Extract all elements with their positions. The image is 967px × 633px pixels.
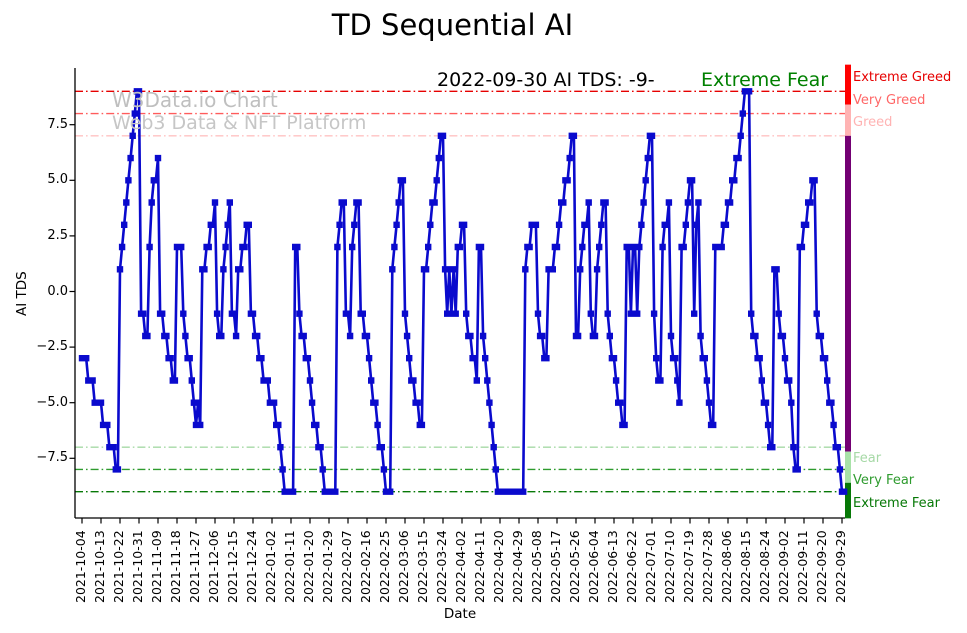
x-tick-label: 2022-07-28 [700, 530, 715, 603]
x-tick-label: 2022-09-29 [833, 530, 848, 603]
x-tick-label: 2022-09-02 [776, 530, 791, 603]
x-tick-label: 2022-01-11 [282, 530, 297, 603]
y-tick-label: −7.5 [36, 450, 68, 466]
y-tick-label: −5.0 [36, 394, 68, 410]
x-tick-label: 2021-12-15 [225, 530, 240, 603]
x-tick-label: 2022-06-13 [605, 530, 620, 603]
x-tick-label: 2022-03-15 [415, 530, 430, 603]
x-tick-label: 2021-10-13 [92, 530, 107, 603]
x-tick-label: 2022-01-20 [301, 530, 316, 603]
x-tick-label: 2022-04-29 [510, 530, 525, 603]
x-tick-label: 2022-09-11 [795, 530, 810, 603]
x-tick-label: 2022-07-19 [681, 530, 696, 603]
x-tick-label: 2021-12-06 [206, 530, 221, 603]
ai-tds-markers [78, 88, 848, 495]
x-tick-label: 2022-01-29 [320, 530, 335, 603]
threshold-label-fear: Fear [853, 451, 882, 467]
x-tick-label: 2022-09-20 [814, 530, 829, 603]
x-tick-label: 2021-10-31 [130, 530, 145, 603]
x-tick-label: 2022-06-22 [624, 530, 639, 603]
x-tick-label: 2022-03-06 [396, 530, 411, 603]
x-tick-label: 2022-04-11 [472, 530, 487, 603]
y-tick-label: 5.0 [47, 172, 68, 188]
y-tick-label: 2.5 [47, 227, 68, 243]
annotation-latest-value: 2022-09-30 AI TDS: -9- [437, 69, 655, 91]
x-tick-label: 2022-01-02 [263, 530, 278, 603]
x-tick-label: 2022-04-20 [491, 530, 506, 603]
threshold-label-extreme-greed: Extreme Greed [853, 70, 952, 86]
watermark-line2: Web3 Data & NFT Platform [112, 112, 367, 134]
y-tick-label: 0.0 [47, 283, 68, 299]
x-axis-label: Date [443, 606, 477, 622]
threshold-label-very-greed: Very Greed [853, 92, 926, 108]
ai-tds-line [82, 90, 845, 494]
y-tick-label: −2.5 [36, 339, 68, 355]
x-tick-label: 2021-11-27 [187, 530, 202, 603]
sentiment-strip-segment-1 [845, 104, 851, 136]
threshold-label-greed: Greed [853, 114, 893, 130]
sentiment-strip-segment-2 [845, 135, 851, 452]
x-tick-label: 2022-07-01 [643, 530, 658, 603]
x-tick-label: 2021-11-18 [168, 530, 183, 603]
x-tick-label: 2022-08-15 [738, 530, 753, 603]
x-tick-label: 2022-02-07 [339, 530, 354, 603]
annotation-sentiment: Extreme Fear [701, 69, 829, 91]
x-tick-label: 2022-05-26 [567, 530, 582, 603]
x-tick-label: 2021-11-09 [149, 530, 164, 603]
x-tick-label: 2022-05-08 [529, 530, 544, 603]
x-tick-label: 2022-07-10 [662, 530, 677, 603]
threshold-label-extreme-fear: Extreme Fear [853, 495, 940, 511]
x-tick-label: 2022-02-16 [358, 530, 373, 603]
x-tick-label: 2021-10-22 [111, 530, 126, 603]
x-tick-label: 2021-10-04 [73, 530, 88, 603]
x-tick-label: 2021-12-24 [244, 530, 259, 603]
page-title: TD Sequential AI [331, 8, 574, 42]
x-tick-label: 2022-06-04 [586, 530, 601, 603]
x-tick-label: 2022-05-17 [548, 530, 563, 603]
x-tick-label: 2022-03-24 [434, 530, 449, 603]
x-tick-label: 2022-08-06 [719, 530, 734, 603]
sentiment-strip-segment-3 [845, 451, 851, 483]
y-tick-label: 7.5 [47, 116, 68, 132]
x-tick-label: 2022-04-02 [453, 530, 468, 603]
sentiment-strip-segment-0 [845, 64, 851, 105]
watermark-line1: W3Data.io Chart [112, 88, 278, 112]
x-tick-label: 2022-02-25 [377, 530, 392, 603]
threshold-label-very-fear: Very Fear [853, 473, 915, 489]
sentiment-strip-segment-4 [845, 482, 851, 519]
x-tick-label: 2022-08-24 [757, 530, 772, 603]
